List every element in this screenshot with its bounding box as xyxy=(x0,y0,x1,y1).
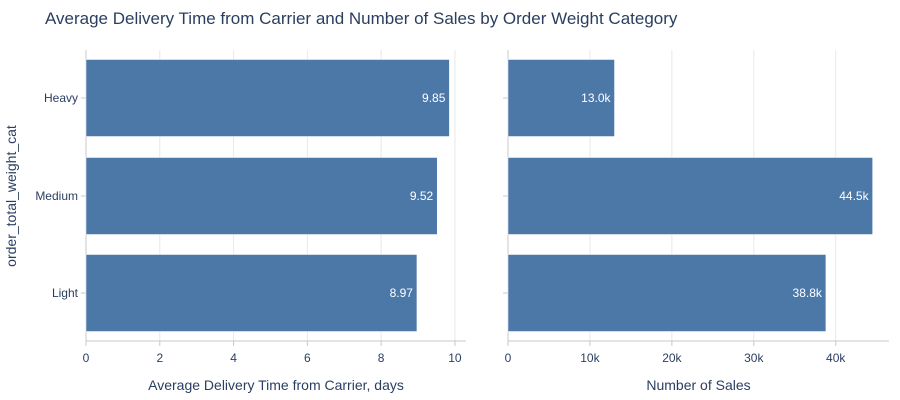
x-tick-label: 8 xyxy=(378,351,385,365)
x-tick-label: 20k xyxy=(662,351,682,365)
category-label-light: Light xyxy=(52,286,79,300)
x-tick-label: 6 xyxy=(304,351,311,365)
x-tick-label: 10k xyxy=(580,351,600,365)
x-tick-label: 40k xyxy=(826,351,846,365)
delivery-data-label-heavy: 9.85 xyxy=(422,91,446,105)
x-tick-label: 10 xyxy=(448,351,462,365)
sales-data-label-medium: 44.5k xyxy=(839,189,869,203)
delivery-data-label-light: 8.97 xyxy=(390,286,414,300)
delivery-bar-medium[interactable] xyxy=(85,157,438,235)
sales-bar-light[interactable] xyxy=(507,254,827,332)
sales-bar-heavy[interactable] xyxy=(507,59,615,137)
sales-bar-medium[interactable] xyxy=(507,157,873,235)
category-label-medium: Medium xyxy=(35,189,78,203)
number-of-sales-panel: 0 10k 20k 30k 40k Number of Sales 13.0k 44.5k 38… xyxy=(503,50,889,393)
category-label-heavy: Heavy xyxy=(44,91,78,105)
x-tick-label: 4 xyxy=(230,351,237,365)
sales-data-label-light: 38.8k xyxy=(793,286,823,300)
x-tick-label: 2 xyxy=(156,351,163,365)
delivery-bar-light[interactable] xyxy=(85,254,418,332)
y-axis-title: order_total_weight_cat xyxy=(3,125,19,267)
delivery-data-label-medium: 9.52 xyxy=(410,189,434,203)
sales-data-label-heavy: 13.0k xyxy=(581,91,611,105)
delivery-time-panel: 0 2 4 6 8 10 Average Delivery Time from Carrie… xyxy=(35,50,466,393)
x-tick-label: 0 xyxy=(83,351,90,365)
chart-title: Average Delivery Time from Carrier and N… xyxy=(45,9,678,28)
x-tick-label: 30k xyxy=(744,351,764,365)
x-tick-label: 0 xyxy=(505,351,512,365)
x-axis-title: Number of Sales xyxy=(646,377,750,393)
delivery-bar-heavy[interactable] xyxy=(85,59,450,137)
x-axis-title: Average Delivery Time from Carrier, days xyxy=(148,377,404,393)
